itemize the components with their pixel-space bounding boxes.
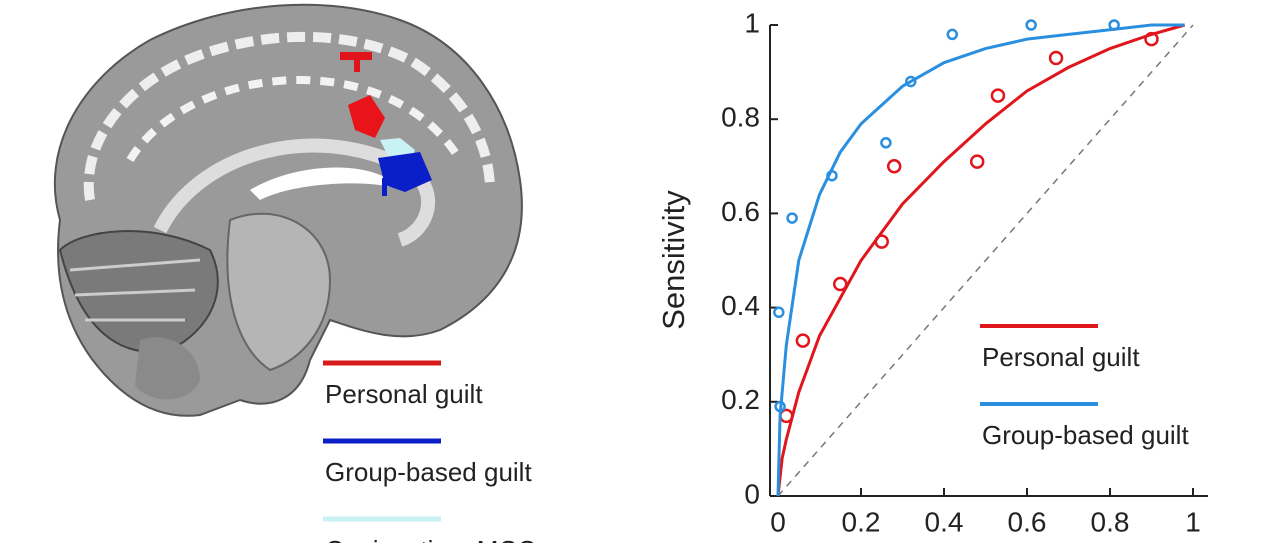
data-point — [826, 169, 838, 182]
legend-label: Group-based guilt — [982, 420, 1189, 450]
data-point — [795, 333, 811, 348]
data-point — [1025, 19, 1037, 31]
x-tick-label: 0 — [770, 506, 786, 537]
fit-curve — [776, 23, 1186, 497]
legend-label: Conjunction: MCC — [325, 535, 536, 543]
data-point — [886, 159, 902, 174]
data-point — [786, 212, 798, 224]
y-axis-label: Sensitivity — [656, 190, 691, 330]
data-point — [1144, 31, 1159, 47]
data-point — [946, 28, 959, 41]
data-point — [773, 306, 785, 319]
data-point — [1108, 19, 1120, 31]
data-point — [905, 75, 917, 88]
x-tick-label: 0.8 — [1091, 506, 1130, 537]
x-tick-label: 0.6 — [1008, 506, 1047, 537]
roc-chart: Sensitivity 0 0.2 0.4 0.6 0.8 1 0 0.2 0.4 0.6 0.8 1… — [656, 7, 1208, 537]
data-point — [874, 234, 889, 249]
x-tick-label: 1 — [1185, 506, 1201, 537]
data-point — [1048, 50, 1064, 66]
chance-diagonal — [777, 24, 1194, 497]
legend-label: Personal guilt — [982, 342, 1140, 372]
brain-image — [53, 3, 523, 417]
legend-label: Group-based guilt — [325, 457, 532, 487]
x-tick-label: 0.4 — [925, 506, 964, 537]
y-tick-label: 0.8 — [721, 102, 760, 133]
data-point — [880, 137, 892, 149]
data-point — [969, 154, 985, 169]
y-tick-label: 0.2 — [721, 384, 760, 415]
y-tick-label: 0 — [744, 478, 760, 509]
data-point — [833, 276, 848, 292]
legend-label: Personal guilt — [325, 379, 483, 409]
x-tick-label: 0.2 — [842, 506, 881, 537]
y-tick-label: 1 — [744, 7, 760, 38]
y-tick-label: 0.4 — [721, 290, 760, 321]
data-point — [990, 88, 1006, 103]
data-point — [774, 400, 786, 413]
fit-curve — [776, 23, 1185, 497]
y-tick-label: 0.6 — [721, 196, 760, 227]
brain-legend: Personal guilt Group-based guilt Conjuncti… — [323, 360, 536, 543]
